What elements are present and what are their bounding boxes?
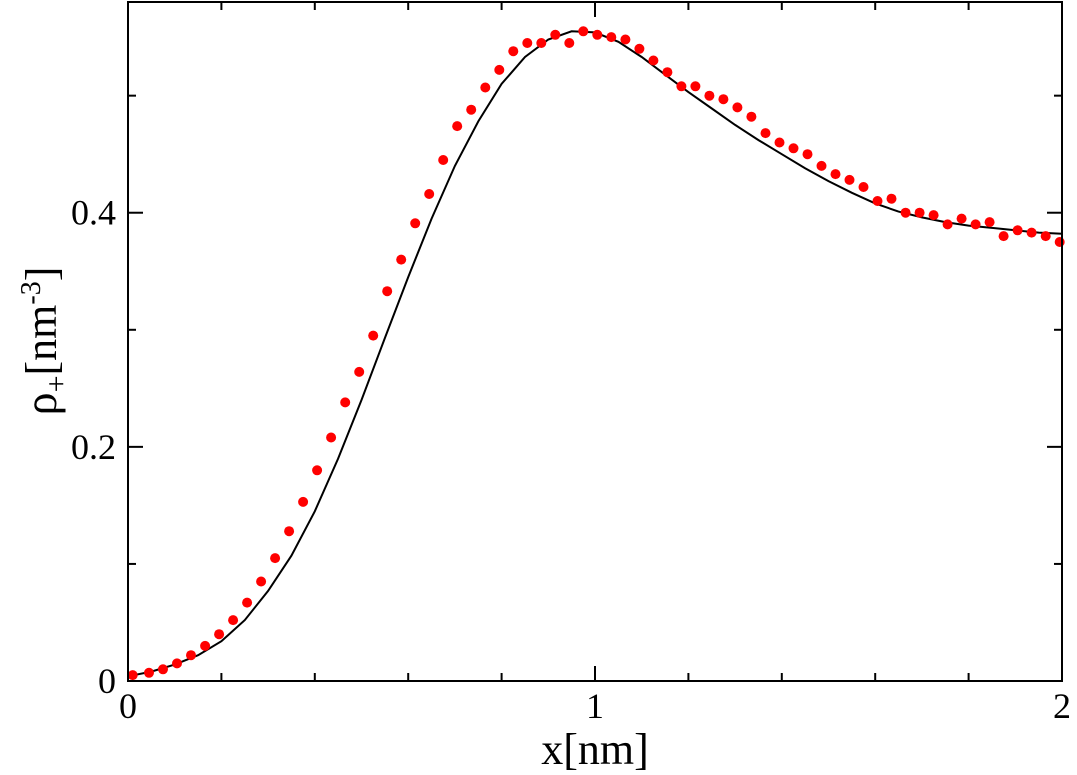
data-point [1040,231,1051,242]
data-point [732,102,743,113]
data-point [858,182,869,192]
data-point [228,615,239,626]
data-point [270,553,281,564]
data-point [662,67,673,78]
data-point [382,286,393,297]
data-point [620,34,631,45]
data-point [774,137,785,148]
data-point [648,55,659,66]
data-point [326,432,337,443]
data-point [1026,227,1037,238]
data-point [480,82,491,93]
y-axis-superscript: -3 [16,281,47,304]
data-point [760,128,771,139]
data-point [410,218,421,229]
y-axis-symbol: ρ [15,392,66,415]
data-point [368,330,379,341]
data-point [452,121,463,132]
data-point [690,81,701,92]
data-point [872,196,883,206]
axis-ticks [127,2,1063,682]
data-point [704,90,715,101]
data-point [242,597,253,608]
data-point [158,664,168,675]
x-tick-label: 2 [1053,686,1071,726]
data-point [970,219,981,230]
data-point [900,207,911,218]
data-point [998,231,1009,242]
data-point [886,193,897,204]
data-point [578,26,589,37]
plot-frame [127,1,1063,682]
data-point [340,397,351,408]
y-axis-unit-close: ] [17,267,66,282]
data-point [956,213,967,224]
data-point [942,219,953,230]
data-point [522,38,533,48]
data-point [312,465,323,476]
data-point [802,149,813,160]
data-point [186,650,196,661]
data-point [550,29,561,40]
data-point [466,104,477,115]
series-layer [127,26,1065,681]
data-point [844,174,855,185]
data-point [214,629,225,640]
data-point [592,29,603,40]
data-point [718,94,729,105]
y-tick-label: 0 [98,661,116,701]
data-point [928,210,939,221]
data-point [536,38,547,48]
data-point [200,640,211,651]
data-point [1012,225,1023,236]
data-point [606,32,617,43]
data-point [494,64,505,75]
data-point [984,217,995,228]
data-point [438,155,449,165]
y-axis-subscript: + [40,375,73,392]
y-tick-label: 0.4 [71,193,116,233]
y-axis-unit-open: [nm [17,305,66,376]
data-point [676,81,687,92]
y-tick-label: 0.2 [71,427,116,467]
tick-labels: 0 1 2 0 0.2 0.4 [71,193,1071,726]
data-point [298,496,309,507]
x-tick-label: 1 [586,686,604,726]
data-point [284,526,295,537]
data-point [396,254,407,265]
data-point [508,46,519,57]
data-point [256,576,267,587]
data-point [564,38,575,48]
data-point [172,658,182,669]
data-point [424,189,435,199]
x-tick-label: 0 [119,686,137,726]
data-point [634,43,645,54]
data-point [830,169,841,180]
data-point [914,207,925,218]
y-axis-title: ρ+[nm-3] [15,267,73,416]
data-point [1054,237,1065,247]
data-point [788,143,799,154]
x-axis-title: x[nm] [541,725,649,774]
data-point [746,111,757,122]
data-point [127,670,138,681]
data-point [816,160,827,171]
model-curve [127,30,1063,678]
data-point [144,667,154,678]
data-point [354,366,365,377]
